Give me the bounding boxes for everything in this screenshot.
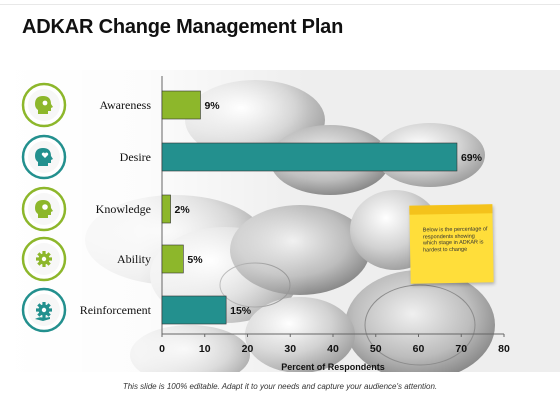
x-tick-label: 50 [370, 343, 382, 355]
stage-icon-knowledge [21, 186, 67, 232]
stage-icon-reinforcement [21, 287, 67, 333]
stage-icon-awareness [21, 82, 67, 128]
head-detail [42, 204, 48, 210]
category-label: Knowledge [96, 202, 151, 216]
footer-note: This slide is 100% editable. Adapt it to… [122, 382, 438, 391]
head-detail [42, 100, 48, 106]
x-tick-label: 40 [327, 343, 339, 355]
gear-tooth [42, 302, 46, 306]
x-tick-label: 20 [242, 343, 254, 355]
value-label: 2% [175, 204, 191, 216]
stage-icon-desire [21, 134, 67, 180]
bar-ability [161, 244, 184, 274]
x-tick-label: 0 [159, 343, 165, 355]
category-label: Awareness [99, 98, 151, 112]
top-rule [0, 4, 560, 5]
sticky-note-tape [409, 204, 493, 215]
x-tick-label: 60 [413, 343, 425, 355]
category-label: Ability [117, 252, 151, 266]
value-label: 15% [230, 305, 252, 317]
sticky-note-text: Below is the percentage of respondents s… [422, 226, 488, 254]
x-tick-label: 10 [199, 343, 211, 355]
category-label: Desire [120, 150, 151, 164]
bar-reinforcement [161, 295, 227, 325]
sticky-note: Below is the percentage of respondents s… [409, 204, 494, 284]
x-tick-label: 70 [455, 343, 467, 355]
gear-tooth [42, 263, 46, 267]
bar-awareness [161, 90, 201, 120]
x-tick-label: 30 [284, 343, 296, 355]
x-tick-label: 80 [498, 343, 510, 355]
bar-knowledge [161, 194, 171, 224]
gear-tooth [42, 314, 46, 318]
gear-hole [41, 256, 47, 262]
stage-icon-ability [21, 236, 67, 282]
hand-shape [35, 317, 50, 321]
gear-hole [41, 307, 47, 313]
page-title: ADKAR Change Management Plan [22, 16, 344, 38]
category-label: Reinforcement [80, 303, 152, 317]
value-label: 9% [204, 100, 220, 112]
gear-tooth [42, 251, 46, 255]
x-axis-title: Percent of Respondents [281, 362, 385, 372]
value-label: 69% [461, 152, 483, 164]
head-detail [41, 152, 49, 158]
bar-desire [161, 142, 458, 172]
value-label: 5% [187, 254, 203, 266]
